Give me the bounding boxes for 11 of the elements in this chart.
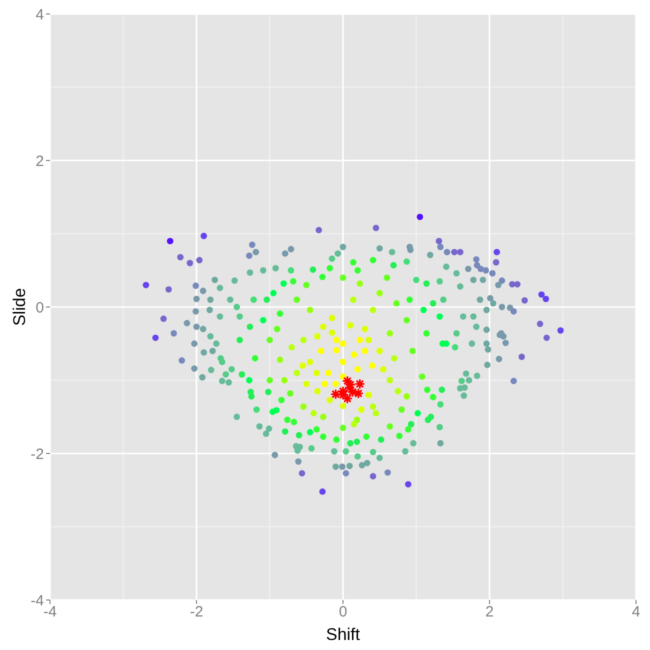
x-tick-label: 2	[485, 604, 494, 621]
x-tick-label: 4	[632, 604, 640, 621]
y-tick-label: 2	[36, 152, 44, 170]
x-tick-label: 0	[338, 604, 348, 621]
y-tick-label: -2	[30, 446, 44, 463]
y-tick-label: -4	[30, 592, 44, 610]
y-tick-label: 0	[36, 299, 44, 316]
y-tick-label: 4	[36, 6, 44, 24]
x-tick-label: -2	[190, 604, 204, 621]
x-axis-title: Shift	[326, 625, 360, 644]
y-axis-title: Slide	[10, 288, 28, 326]
